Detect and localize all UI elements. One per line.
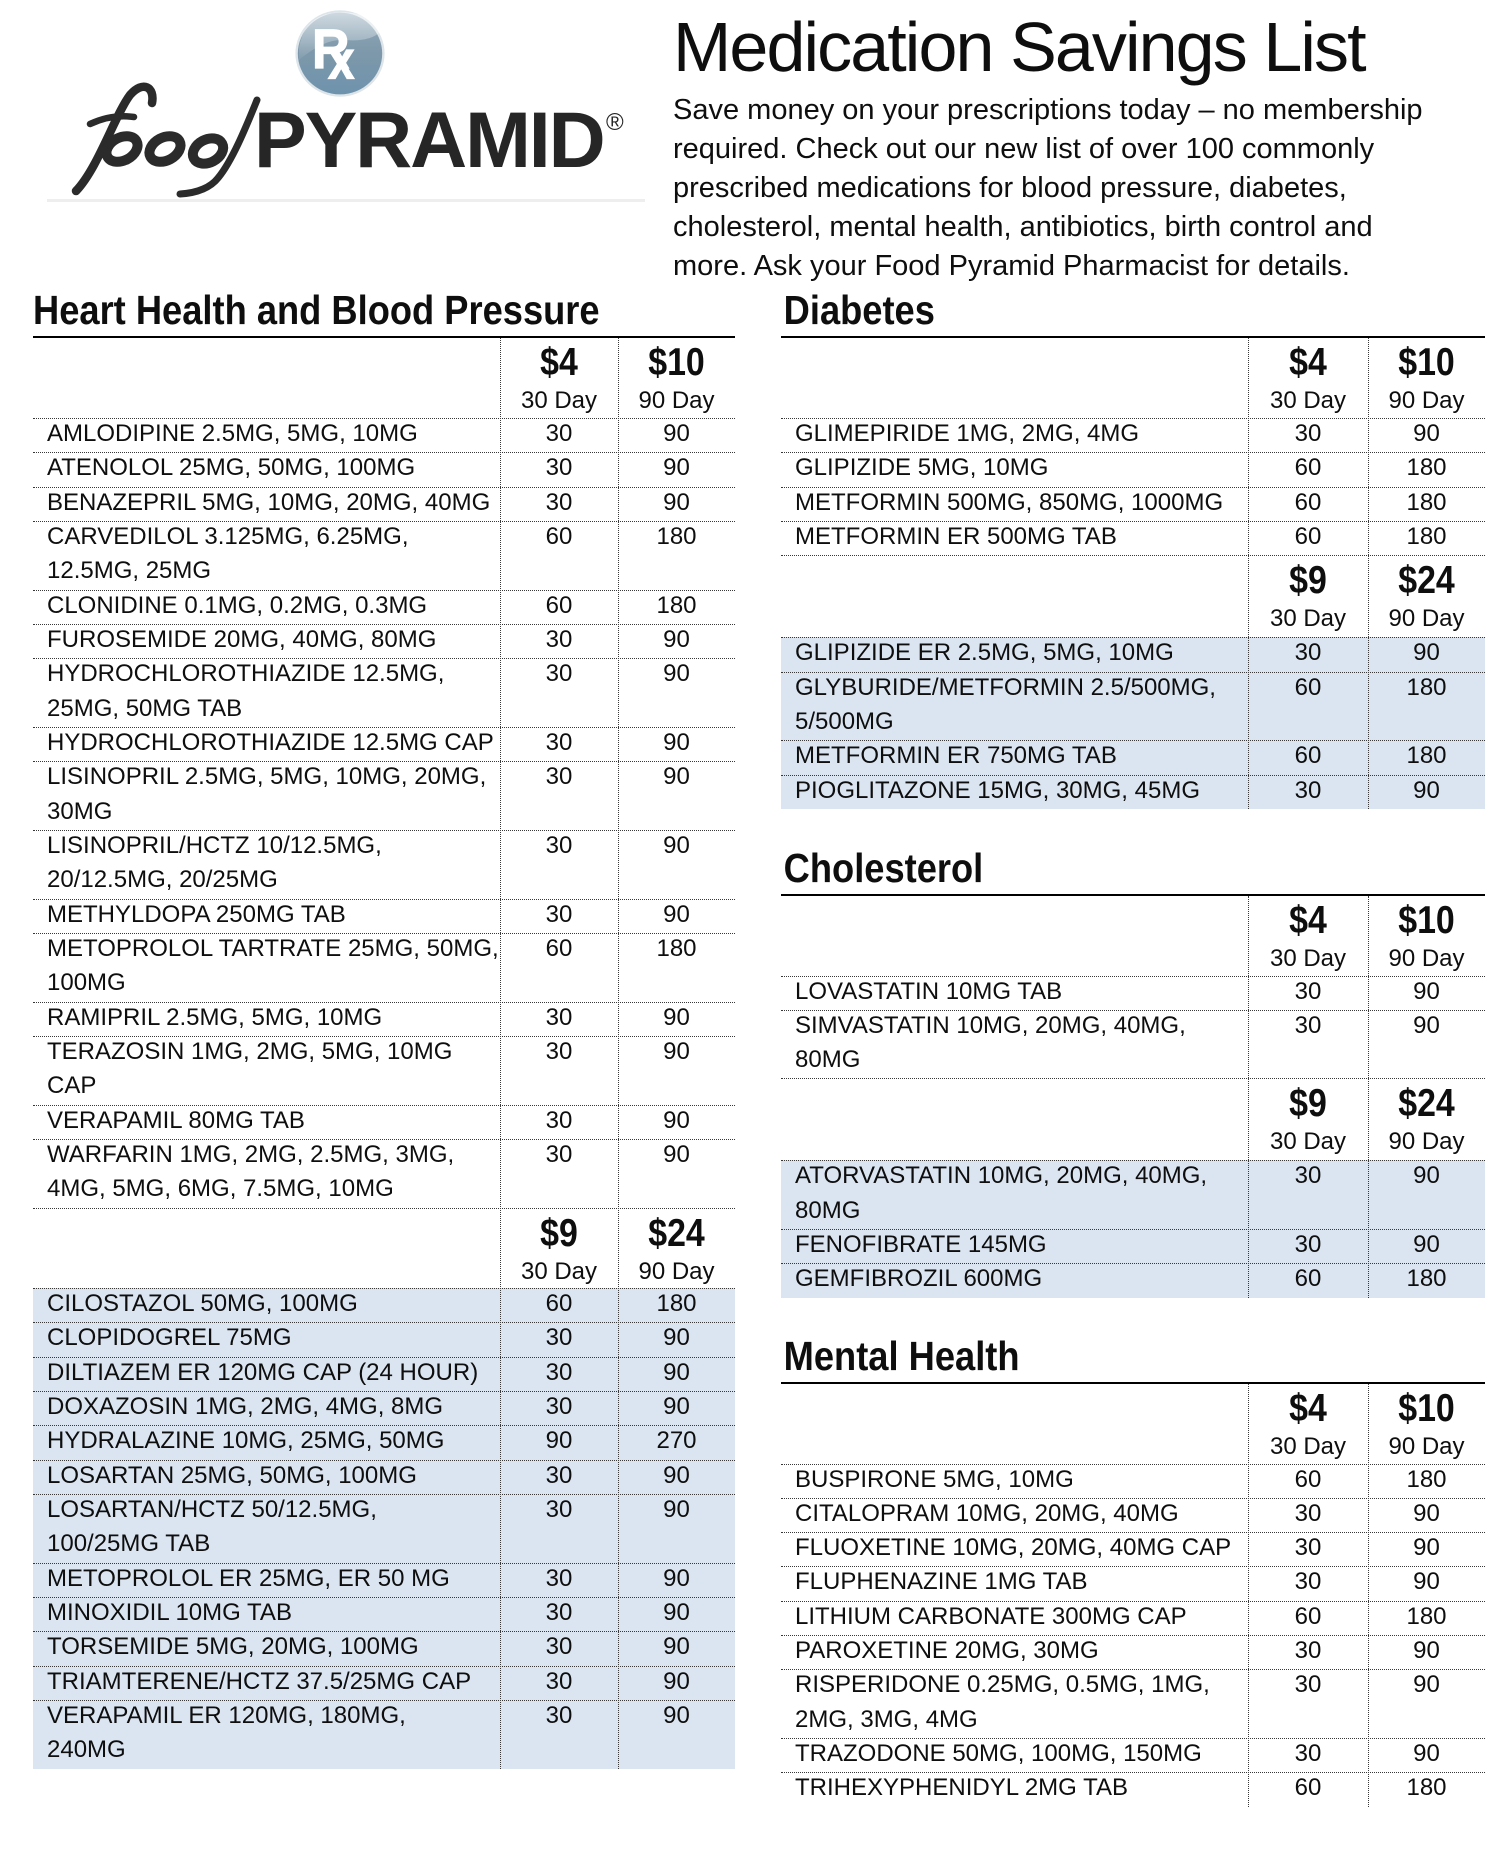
svg-text:x: x: [328, 30, 354, 91]
svg-text:R: R: [312, 18, 350, 80]
